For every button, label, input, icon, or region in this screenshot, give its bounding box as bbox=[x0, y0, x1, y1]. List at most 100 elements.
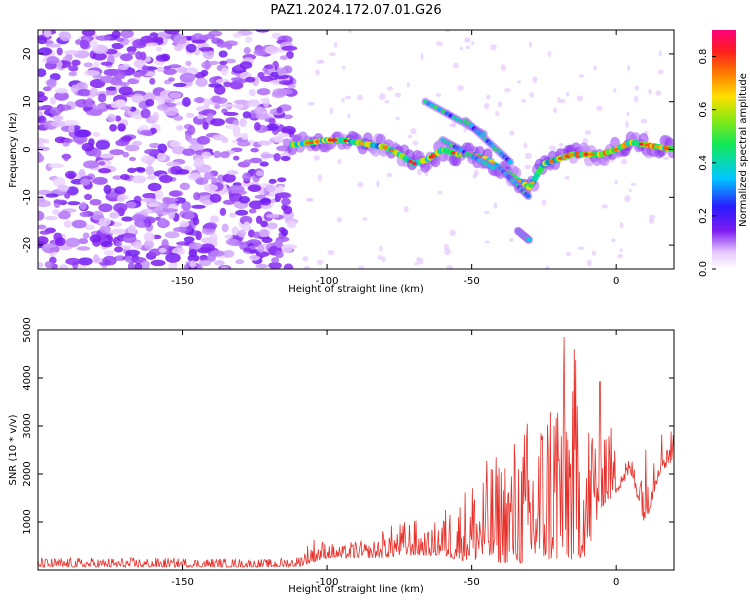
heatmap-cell bbox=[243, 247, 252, 252]
heatmap-cell bbox=[127, 224, 137, 235]
heatmap-cell bbox=[490, 44, 497, 51]
heatmap-cell bbox=[264, 64, 274, 70]
heatmap-cell bbox=[493, 202, 498, 209]
heatmap-cell bbox=[157, 143, 168, 154]
heatmap-cell bbox=[523, 142, 528, 149]
heatmap-cell bbox=[265, 213, 280, 219]
heatmap-cell bbox=[237, 229, 246, 238]
heatmap-cell bbox=[95, 139, 111, 150]
heatmap-cell bbox=[377, 255, 383, 260]
heatmap-cell bbox=[142, 92, 156, 102]
heatmap-cell bbox=[168, 190, 182, 197]
heatmap-cell bbox=[58, 264, 69, 269]
heatmap-cell bbox=[41, 243, 57, 248]
heatmap-cell bbox=[532, 76, 538, 84]
heatmap-cell bbox=[158, 247, 167, 254]
heatmap-cell bbox=[166, 161, 181, 167]
heatmap-cell bbox=[524, 164, 532, 170]
y-tick-label: 1000 bbox=[22, 509, 33, 534]
heatmap-cell bbox=[253, 231, 261, 239]
heatmap-cell bbox=[260, 97, 269, 104]
heatmap-cell bbox=[521, 99, 527, 103]
heatmap-cell bbox=[359, 141, 365, 145]
heatmap-cell bbox=[504, 88, 511, 93]
heatmap-cell bbox=[303, 265, 311, 269]
heatmap-cell bbox=[38, 224, 47, 230]
heatmap-cell bbox=[389, 148, 395, 153]
heatmap-cell bbox=[559, 98, 566, 104]
heatmap-cell bbox=[495, 110, 500, 117]
heatmap-cell bbox=[38, 94, 48, 102]
heatmap-cell bbox=[630, 182, 636, 187]
heatmap-cell bbox=[133, 59, 146, 68]
heatmap-cell bbox=[277, 88, 293, 95]
colorbar-tick-label: 0.2 bbox=[698, 208, 709, 224]
heatmap-cell bbox=[268, 178, 277, 184]
heatmap-cell bbox=[508, 237, 514, 243]
heatmap-cell bbox=[100, 241, 113, 248]
heatmap-cell bbox=[126, 46, 137, 53]
heatmap-cell bbox=[182, 148, 196, 156]
heatmap-cell bbox=[193, 157, 205, 167]
heatmap-cell bbox=[109, 149, 125, 156]
heatmap-cell bbox=[305, 197, 313, 202]
heatmap-cell bbox=[219, 151, 230, 159]
heatmap-cell bbox=[628, 188, 632, 193]
heatmap-cell bbox=[337, 158, 342, 165]
heatmap-cell bbox=[132, 39, 147, 49]
heatmap-cell bbox=[275, 250, 284, 259]
heatmap-cell bbox=[44, 215, 58, 221]
heatmap-cell bbox=[420, 52, 424, 60]
heatmap-cell bbox=[185, 112, 195, 118]
heatmap-cell bbox=[141, 197, 156, 203]
heatmap-cell bbox=[483, 102, 490, 110]
heatmap-cell bbox=[314, 69, 321, 76]
heatmap-cell bbox=[279, 55, 289, 60]
heatmap-cell bbox=[558, 142, 564, 147]
heatmap-cell bbox=[99, 225, 111, 234]
heatmap-cell bbox=[333, 41, 338, 48]
heatmap-cell bbox=[257, 71, 265, 79]
heatmap-cell bbox=[82, 232, 90, 239]
heatmap-cell bbox=[117, 123, 126, 132]
heatmap-cell bbox=[145, 98, 155, 107]
heatmap-cell bbox=[115, 37, 125, 42]
colorbar-ticks: 0.0 0.2 0.4 0.6 0.8 bbox=[698, 49, 716, 277]
heatmap-cell bbox=[465, 45, 471, 50]
heatmap-cell bbox=[84, 224, 95, 231]
heatmap-cell bbox=[81, 142, 94, 152]
heatmap-cell bbox=[621, 158, 628, 165]
heatmap-cell bbox=[658, 50, 662, 57]
heatmap-cell bbox=[457, 85, 464, 91]
heatmap-cell bbox=[133, 71, 143, 78]
heatmap-cell bbox=[179, 72, 196, 83]
heatmap-cell bbox=[238, 196, 251, 204]
heatmap-cell bbox=[189, 260, 197, 268]
heatmap-cell bbox=[80, 178, 91, 186]
heatmap-cell bbox=[100, 61, 113, 66]
heatmap-cell bbox=[309, 140, 314, 145]
heatmap-cell bbox=[428, 155, 434, 159]
heatmap-cell bbox=[78, 238, 89, 245]
heatmap-cell bbox=[55, 237, 66, 247]
snr-panel: -150 -100 -50 0 1000 2000 3000 4000 5000 Height … bbox=[8, 317, 675, 595]
heatmap-cell bbox=[278, 227, 286, 233]
heatmap-cell bbox=[89, 234, 102, 243]
heatmap-cell bbox=[228, 184, 245, 194]
heatmap-cell bbox=[586, 259, 592, 267]
heatmap-cell bbox=[288, 84, 296, 89]
heatmap-cell bbox=[174, 44, 183, 51]
heatmap-cell bbox=[437, 190, 443, 195]
heatmap-cell bbox=[436, 41, 443, 46]
heatmap-cell bbox=[590, 152, 595, 156]
heatmap-cell bbox=[529, 92, 535, 98]
heatmap-cell bbox=[134, 262, 143, 269]
heatmap-cell bbox=[549, 145, 556, 151]
heatmap-cell bbox=[549, 159, 554, 163]
heatmap-cell bbox=[255, 263, 269, 269]
heatmap-cell bbox=[471, 41, 475, 46]
heatmap-cell bbox=[224, 124, 239, 129]
heatmap-cell bbox=[260, 220, 269, 228]
heatmap-cell bbox=[617, 254, 624, 259]
heatmap-cell bbox=[655, 90, 662, 96]
